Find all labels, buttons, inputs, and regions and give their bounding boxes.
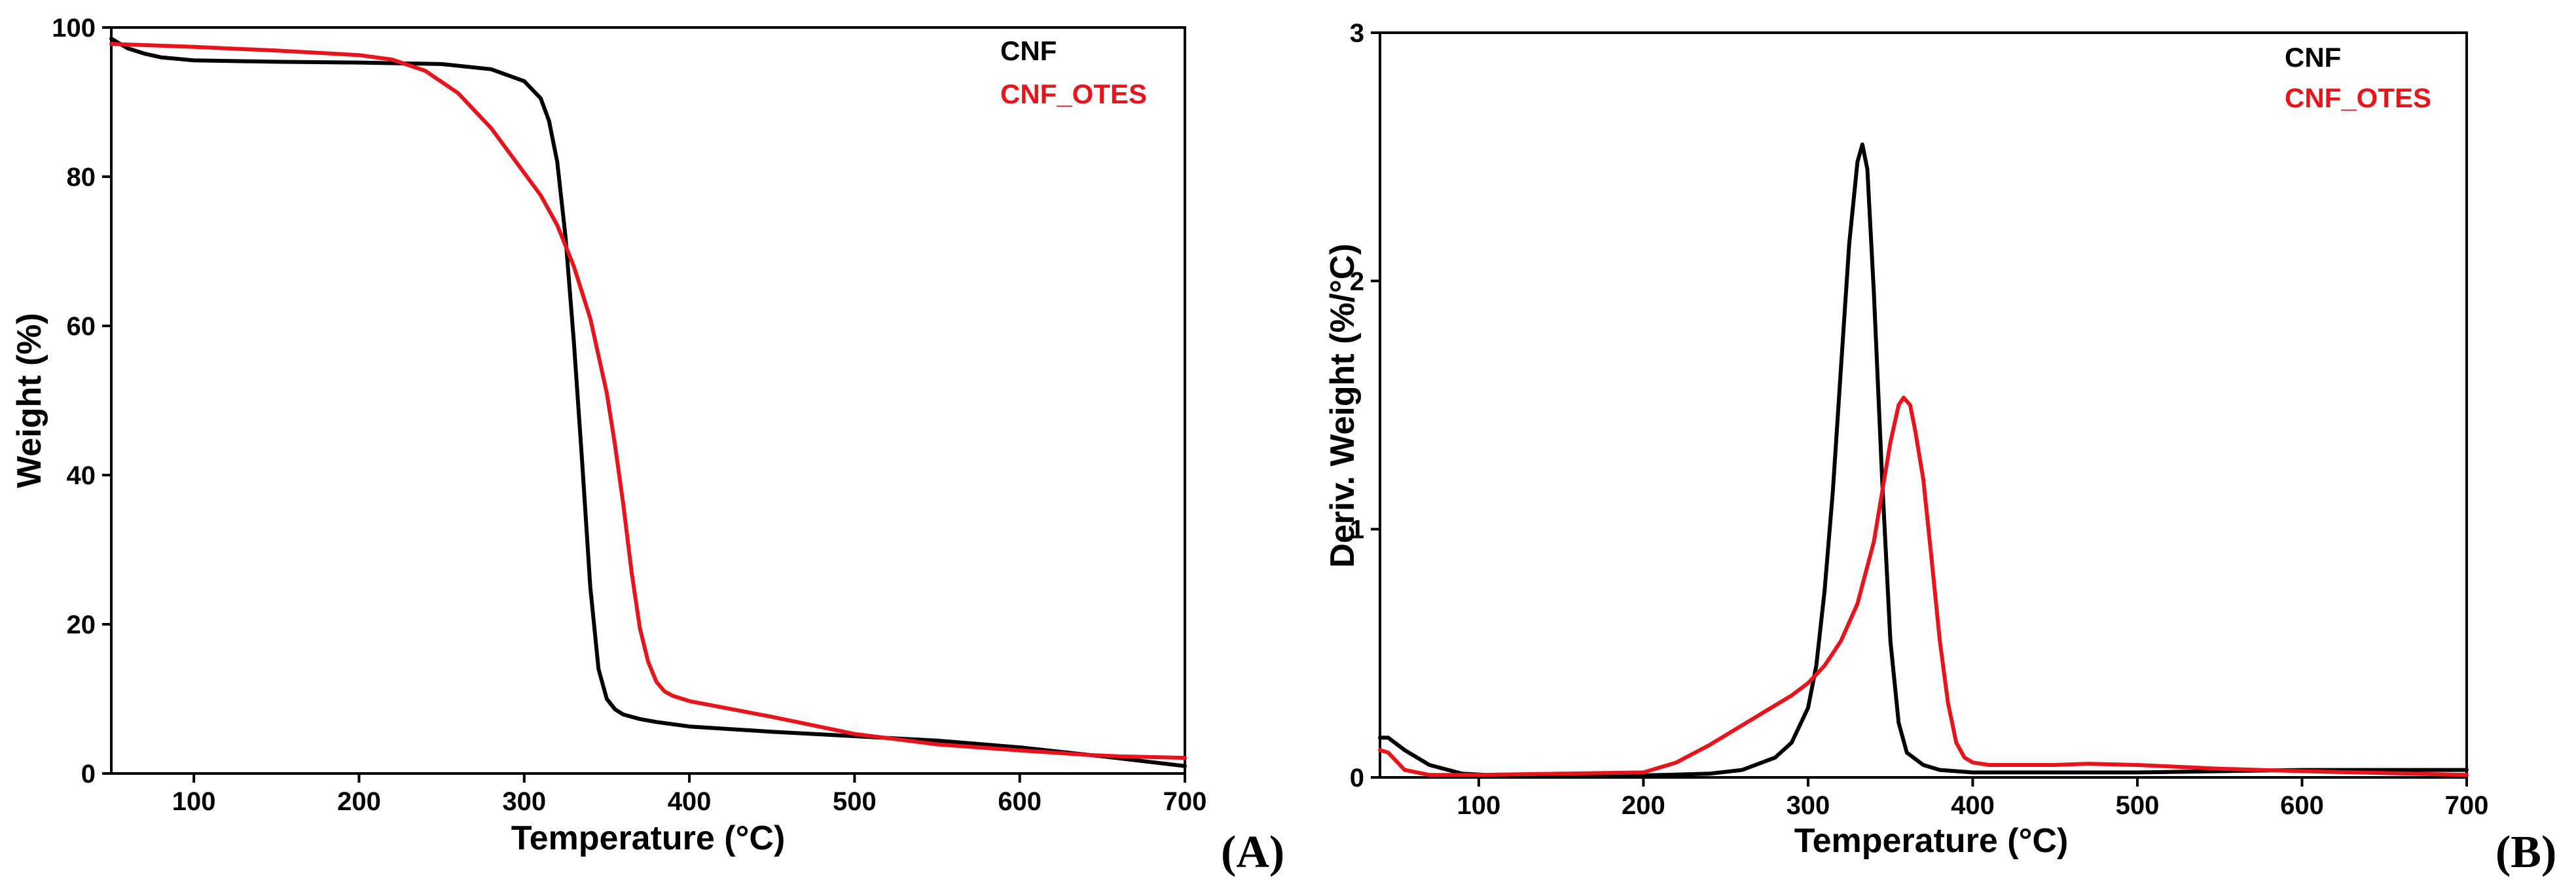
- panel-a-x-tick-label: 700: [1163, 787, 1207, 816]
- panel-b-x-tick-label: 500: [2116, 791, 2160, 820]
- panel-a-series-line-cnf: [109, 37, 1187, 768]
- panel-b-y-ticks: 0 1 2 3: [1350, 19, 1380, 792]
- panel-b-series-line-cnf-otes: [1378, 395, 2469, 777]
- panel-a-x-tick-label: 500: [833, 787, 877, 816]
- panel-b-legend-entry-cnf-otes: CNF_OTES: [2285, 82, 2431, 113]
- panel-a-y-axis-title: Weight (%): [10, 313, 48, 488]
- panel-b-x-tick-label: 400: [1951, 791, 1995, 820]
- panel-b-y-tick-label: 1: [1350, 516, 1364, 544]
- panel-a-series-line-cnf-otes: [109, 42, 1187, 760]
- panel-a-y-ticks: 0 20 40 60 80 100: [52, 14, 111, 789]
- panel-b-x-axis-title: Temperature (°C): [1794, 822, 2069, 860]
- panel-a-legend-entry-cnf: CNF: [1000, 35, 1057, 66]
- panel-a-y-tick-label: 40: [67, 461, 96, 490]
- panel-a-x-tick-label: 400: [668, 787, 712, 816]
- panel-a-x-ticks: 100 200 300 400 500 600 700: [172, 773, 1207, 816]
- panel-b-legend: CNF CNF_OTES: [2285, 42, 2431, 113]
- panel-a-x-tick-label: 200: [337, 787, 381, 816]
- panel-a-series: [109, 37, 1187, 768]
- panel-b-x-tick-label: 600: [2280, 791, 2324, 820]
- panel-b-x-tick-label: 700: [2445, 791, 2489, 820]
- panel-a-legend-entry-cnf-otes: CNF_OTES: [1000, 79, 1147, 109]
- panel-b-label: (B): [2495, 827, 2556, 878]
- panel-b-y-axis-title: Deriv. Weight (%/°C): [1324, 243, 1362, 568]
- panel-b-series-line-cnf: [1378, 142, 2469, 777]
- panel-b-axes-frame: [1379, 31, 2468, 779]
- panel-a-x-axis-title: Temperature (°C): [511, 819, 786, 857]
- panel-b-x-tick-label: 300: [1787, 791, 1830, 820]
- panel-a-y-tick-label: 20: [67, 611, 96, 639]
- panel-b-series: [1378, 142, 2469, 777]
- panel-b-y-tick-label: 3: [1350, 19, 1364, 48]
- panel-b-x-tick-label: 200: [1622, 791, 1665, 820]
- panel-a-weight-chart: 100 200 300 400 500 600 700 0 20 40 60 80 100 Tempe…: [10, 14, 1284, 878]
- panel-b-legend-entry-cnf: CNF: [2285, 42, 2341, 73]
- panel-a-y-tick-label: 80: [67, 163, 96, 192]
- panel-b-y-tick-label: 0: [1350, 764, 1364, 792]
- panel-a-legend: CNF CNF_OTES: [1000, 35, 1147, 109]
- panel-b-derivative-chart: 100 200 300 400 500 600 700 0 1 2 3 Temperature (…: [1324, 19, 2556, 878]
- panel-b-x-ticks: 100 200 300 400 500 600 700: [1457, 777, 2489, 820]
- panel-a-y-tick-label: 100: [52, 14, 96, 43]
- panel-a-y-tick-label: 0: [81, 760, 96, 789]
- panel-a-y-tick-label: 60: [67, 312, 96, 341]
- panel-a-label: (A): [1221, 827, 1284, 878]
- panel-b-x-tick-label: 100: [1457, 791, 1501, 820]
- panel-a-plot-area: [110, 26, 1186, 775]
- panel-b-y-tick-label: 2: [1350, 267, 1364, 296]
- panel-a-x-tick-label: 100: [172, 787, 216, 816]
- panel-b-plot-area: [1379, 31, 2468, 779]
- panel-a-x-tick-label: 300: [502, 787, 546, 816]
- panel-a-x-tick-label: 600: [998, 787, 1042, 816]
- panel-a-axes-frame: [110, 26, 1186, 775]
